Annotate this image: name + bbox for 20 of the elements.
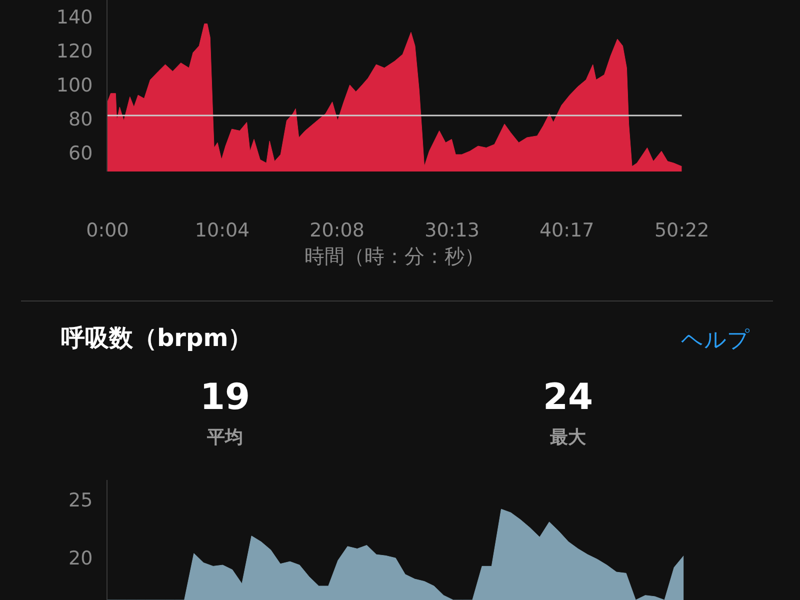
x-tick-label: 30:13 bbox=[424, 220, 480, 242]
y-tick-label: 120 bbox=[56, 40, 93, 63]
text: 最大 bbox=[549, 427, 587, 448]
x-tick-label: 20:08 bbox=[310, 220, 364, 242]
x-axis-title: 時間（時：分：秒） bbox=[304, 244, 485, 268]
y-tick-label: 100 bbox=[56, 74, 93, 97]
x-tick-label: 0:00 bbox=[86, 220, 129, 242]
text: 19 bbox=[200, 377, 250, 418]
text: 24 bbox=[543, 377, 594, 418]
y-tick-label: 80 bbox=[68, 108, 93, 131]
y-tick-label: 25 bbox=[68, 489, 93, 512]
chart-title: 呼吸数（brpm） bbox=[61, 324, 252, 352]
text: 平均 bbox=[206, 427, 243, 448]
text: ヘルプ bbox=[681, 328, 750, 353]
x-tick-label: 10:04 bbox=[194, 220, 250, 242]
x-tick-label: 40:17 bbox=[539, 220, 594, 242]
y-tick-label: 140 bbox=[56, 6, 93, 29]
y-tick-label: 60 bbox=[68, 142, 93, 164]
y-tick-label: 20 bbox=[68, 548, 93, 570]
x-tick-label: 50:22 bbox=[654, 220, 710, 242]
